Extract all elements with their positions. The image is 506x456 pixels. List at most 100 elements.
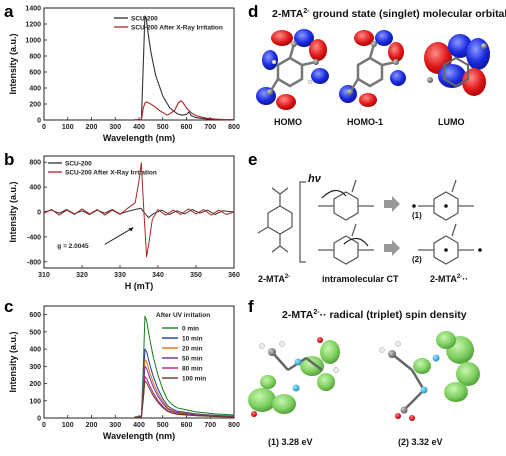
panel-label-d: d: [248, 2, 258, 21]
y-axis-label-b: Intensity (a.u.): [8, 181, 18, 242]
y-tick-label-c-3: 300: [29, 364, 41, 371]
panel-d-title: 2-MTA2- ground state (singlet) molecular…: [272, 8, 506, 20]
energy-label-2: (2) 3.32 eV: [398, 437, 443, 447]
panel-e: [257, 179, 482, 265]
radical-structure-2: [418, 223, 482, 265]
arrow-right-1: [384, 196, 400, 212]
x-tick-label-a-1: 100: [62, 124, 74, 131]
y-axis-label-a: Intensity (a.u.): [8, 33, 18, 94]
legend-label-c-3: 50 min: [182, 355, 203, 362]
homo-label: HOMO: [274, 117, 302, 127]
chart-a: 0 100 200 300 400 500 600 700 800 0 200 400 600 800 10…: [8, 6, 240, 144]
x-tick-label-a-6: 600: [181, 124, 193, 131]
lumo-label: LUMO: [438, 117, 465, 127]
y-tick-label-b-3: 400: [29, 185, 41, 192]
panel-label-a: a: [4, 2, 14, 21]
path-2-label: (2): [412, 255, 422, 264]
panel-label-f: f: [248, 297, 254, 316]
y-tick-label-c-4: 400: [29, 347, 41, 354]
y-tick-label-a-7: 1400: [25, 6, 41, 13]
x-tick-label-a-0: 0: [42, 124, 46, 131]
y-tick-label-a-2: 400: [29, 86, 41, 93]
x-tick-label-a-8: 800: [228, 124, 240, 131]
plot-frame-c: [43, 305, 235, 419]
x-tick-label-c-0: 0: [42, 422, 46, 429]
x-tick-label-b-0: 310: [38, 272, 50, 279]
homo-1-label: HOMO-1: [347, 117, 383, 127]
panel-label-c: c: [4, 297, 13, 316]
legend-label-a-1: SCU-200 After X-Ray Irritation: [131, 24, 223, 31]
panel-d: 2-MTA2- ground state (singlet) molecular…: [256, 8, 506, 127]
path-1-label: (1): [412, 211, 422, 220]
y-tick-label-a-1: 200: [29, 102, 41, 109]
series-line-c-4: [134, 376, 235, 419]
legend-label-c-5: 100 min: [182, 375, 206, 382]
x-tick-label-a-7: 700: [204, 124, 216, 131]
bracket: [299, 181, 306, 263]
x-tick-label-a-2: 200: [86, 124, 98, 131]
legend-label-c-4: 80 min: [182, 365, 203, 372]
y-tick-label-c-6: 600: [29, 312, 41, 319]
series-line-c-5: [134, 380, 235, 419]
panel-f-title: 2-MTA2-·· radical (triplet) spin density: [282, 309, 467, 321]
y-tick-label-b-1: -400: [27, 234, 41, 241]
legend-label-a-0: SCU-200: [131, 15, 158, 22]
x-tick-label-c-2: 200: [86, 422, 98, 429]
y-tick-label-c-5: 500: [29, 329, 41, 336]
y-tick-label-a-0: 0: [37, 118, 41, 125]
x-tick-label-b-4: 350: [190, 272, 202, 279]
series-line-b-1: [43, 162, 235, 258]
ct-structure-1: [318, 179, 374, 221]
mta-dianion-label: 2-MTA2-: [258, 274, 290, 284]
spin-density-image-1: [248, 337, 340, 417]
x-axis-label-a: Wavelength (nm): [103, 133, 175, 143]
x-tick-label-c-7: 700: [204, 422, 216, 429]
y-tick-label-b-4: 800: [29, 160, 41, 167]
panel-label-e: e: [248, 150, 257, 169]
legend-label-b-1: SCU-200 After X-Ray Irritation: [65, 169, 157, 176]
panel-f: 2-MTA2-·· radical (triplet) spin density: [248, 309, 480, 447]
legend-label-b-0: SCU-200: [65, 160, 92, 167]
annotation-arrowhead-b: [128, 227, 134, 232]
x-tick-label-a-3: 300: [109, 124, 121, 131]
mta-dianion-structure: [257, 187, 293, 253]
series-line-c-0: [134, 315, 235, 418]
x-tick-label-a-4: 400: [133, 124, 145, 131]
x-tick-label-b-1: 320: [76, 272, 88, 279]
x-tick-label-c-1: 100: [62, 422, 74, 429]
legend-label-c-2: 20 min: [182, 345, 203, 352]
legend-title-c: After UV irritation: [156, 312, 210, 319]
panel-label-b: b: [4, 150, 14, 169]
intramolecular-ct-label: intramolecular CT: [322, 274, 399, 284]
x-tick-label-c-8: 800: [228, 422, 240, 429]
x-tick-label-a-5: 500: [157, 124, 169, 131]
series-line-a-1: [134, 100, 235, 121]
y-tick-label-a-5: 1000: [25, 38, 41, 45]
homo-1-orbital-image: [339, 30, 406, 107]
y-tick-label-b-2: 0: [37, 210, 41, 217]
homo-orbital-image: [256, 29, 329, 110]
x-tick-label-c-5: 500: [157, 422, 169, 429]
legend-label-c-1: 10 min: [182, 335, 203, 342]
x-axis-label-b: H (mT): [125, 281, 154, 291]
x-tick-label-c-3: 300: [109, 422, 121, 429]
y-tick-label-b-0: -800: [27, 259, 41, 266]
x-tick-label-c-4: 400: [133, 422, 145, 429]
energy-label-1: (1) 3.28 eV: [268, 437, 313, 447]
y-tick-label-c-1: 100: [29, 398, 41, 405]
x-tick-label-b-3: 340: [152, 272, 164, 279]
y-tick-label-c-0: 0: [37, 416, 41, 423]
y-tick-label-a-3: 600: [29, 70, 41, 77]
mta-radical-label: 2-MTA2-··: [430, 274, 468, 284]
x-tick-label-b-2: 330: [114, 272, 126, 279]
y-tick-label-a-4: 800: [29, 54, 41, 61]
x-tick-label-b-5: 360: [228, 272, 240, 279]
arrow-right-2: [384, 240, 400, 256]
hv-label: hν: [308, 173, 322, 185]
annotation-label-b: g = 2.0045: [57, 243, 89, 250]
legend-label-c-0: 0 min: [182, 325, 199, 332]
y-axis-label-c: Intensity (a.u.): [8, 331, 18, 392]
radical-structure-1: [412, 179, 474, 221]
y-tick-label-a-6: 1200: [25, 22, 41, 29]
